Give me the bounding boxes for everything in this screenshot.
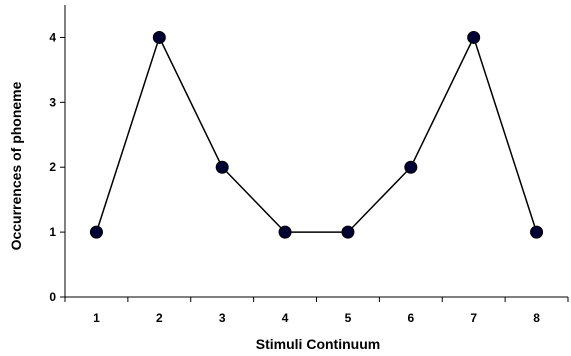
data-point (530, 225, 544, 239)
y-tick-label: 3 (49, 95, 56, 109)
y-tick-label: 1 (49, 225, 56, 239)
data-point (404, 160, 418, 174)
x-tick-labels: 1 2 3 4 5 6 7 8 (93, 311, 540, 325)
data-point (89, 225, 103, 239)
data-point (152, 30, 166, 44)
x-tick-label: 6 (407, 311, 414, 325)
x-tick-label: 3 (219, 311, 226, 325)
x-tick-label: 4 (282, 311, 289, 325)
data-point (278, 225, 292, 239)
y-tick-label: 0 (49, 290, 56, 304)
x-tick-label: 7 (470, 311, 477, 325)
x-tick-label: 8 (533, 311, 540, 325)
y-tick-labels: 0 1 2 3 4 (49, 30, 56, 304)
x-axis-title: Stimuli Continuum (256, 336, 380, 352)
x-tick-label: 5 (345, 311, 352, 325)
data-point (467, 30, 481, 44)
y-ticks (60, 36, 65, 298)
axes (64, 5, 568, 298)
y-tick-label: 2 (49, 160, 56, 174)
data-point (215, 160, 229, 174)
x-ticks (64, 297, 569, 302)
y-tick-label: 4 (49, 30, 56, 44)
x-tick-label: 2 (156, 311, 163, 325)
y-axis-title: Occurrences of phoneme (8, 81, 24, 250)
data-point (341, 225, 355, 239)
series-layer (89, 30, 544, 239)
series-line (95, 35, 538, 233)
x-tick-label: 1 (93, 311, 100, 325)
